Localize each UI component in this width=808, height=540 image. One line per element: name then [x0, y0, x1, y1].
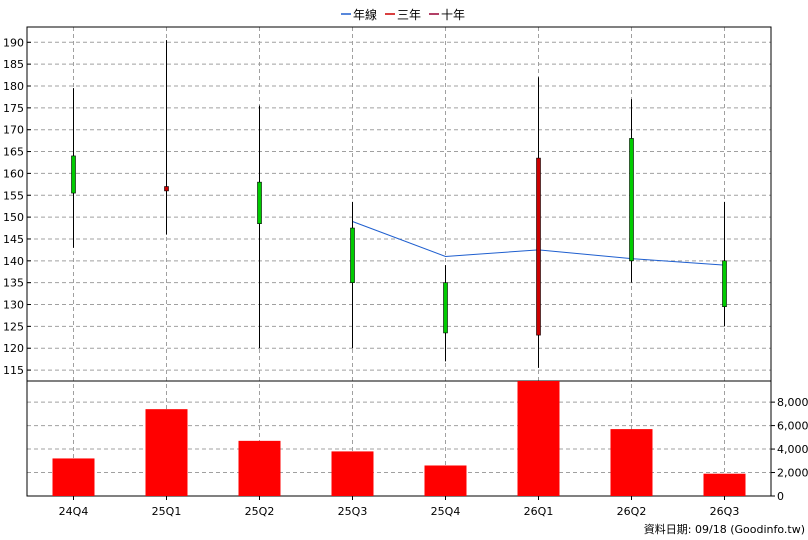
- legend-entry: 三年: [385, 8, 421, 22]
- candle-body: [350, 227, 355, 283]
- x-tick-label: 26Q3: [710, 505, 740, 518]
- candle-body: [257, 181, 262, 224]
- legend-label: 年線: [353, 7, 377, 22]
- legend: 年線 三年 十年: [341, 7, 465, 22]
- candle: [71, 88, 76, 248]
- candle-body: [71, 155, 76, 194]
- volume-tick-label: 2,000: [777, 467, 808, 480]
- grid-lines: [27, 27, 771, 496]
- x-axis: 24Q4 25Q1 25Q2 25Q3 25Q4 26Q1 26Q2 26Q3: [59, 496, 740, 518]
- candlestick-series: [71, 40, 727, 368]
- legend-entry: 十年: [429, 8, 465, 22]
- x-tick-label: 25Q3: [338, 505, 368, 518]
- volume-tick-label: 6,000: [777, 420, 808, 433]
- legend-label: 十年: [441, 8, 465, 22]
- volume-bar: [610, 429, 653, 496]
- volume-bar: [331, 451, 374, 496]
- price-tick-label: 115: [3, 364, 24, 377]
- volume-bar: [52, 458, 95, 496]
- volume-tick-label: 0: [777, 490, 784, 503]
- price-tick-label: 175: [3, 102, 24, 115]
- x-tick-label: 26Q1: [524, 505, 554, 518]
- candle: [350, 201, 355, 349]
- volume-tick-label: 8,000: [777, 396, 808, 409]
- candle-body: [629, 138, 634, 262]
- price-tick-label: 145: [3, 233, 24, 246]
- price-axis: 115 120 125 130 135 140 145 150 155 160 165 170 175 1…: [3, 36, 31, 377]
- x-tick-label: 24Q4: [59, 505, 89, 518]
- legend-entry: 年線: [341, 7, 377, 22]
- price-tick-label: 125: [3, 320, 24, 333]
- price-tick-label: 180: [3, 80, 24, 93]
- x-tick-label: 25Q4: [431, 505, 461, 518]
- volume-axis: 0 2,000 4,000 6,000 8,000: [771, 396, 808, 503]
- candle: [722, 201, 727, 327]
- price-tick-label: 150: [3, 211, 24, 224]
- price-tick-label: 170: [3, 124, 24, 137]
- price-tick-label: 185: [3, 58, 24, 71]
- candle: [629, 99, 634, 283]
- candle: [164, 40, 169, 235]
- price-tick-label: 165: [3, 146, 24, 159]
- volume-bar: [424, 465, 467, 496]
- price-tick-label: 155: [3, 189, 24, 202]
- price-tick-label: 160: [3, 167, 24, 180]
- legend-label: 三年: [397, 8, 421, 22]
- footer-data-date: 資料日期: 09/18 (Goodinfo.tw): [644, 522, 805, 536]
- candle-body: [443, 282, 448, 334]
- volume-bar: [517, 381, 560, 496]
- plot-border: [26, 26, 772, 497]
- price-tick-label: 190: [3, 36, 24, 49]
- candle: [536, 77, 541, 368]
- price-tick-label: 120: [3, 342, 24, 355]
- candle: [443, 265, 448, 362]
- volume-series: [52, 381, 746, 496]
- volume-bar: [703, 473, 746, 496]
- x-tick-label: 25Q2: [245, 505, 275, 518]
- price-tick-label: 140: [3, 255, 24, 268]
- price-tick-label: 130: [3, 299, 24, 312]
- volume-bar: [145, 409, 188, 496]
- plot-frame: [26, 26, 772, 497]
- candle: [257, 105, 262, 349]
- candle-body: [164, 186, 169, 192]
- x-tick-label: 25Q1: [152, 505, 182, 518]
- candle-body: [536, 157, 541, 336]
- x-tick-label: 26Q2: [617, 505, 647, 518]
- volume-bar: [238, 440, 281, 496]
- price-tick-label: 135: [3, 277, 24, 290]
- candle-body: [722, 260, 727, 308]
- volume-tick-label: 4,000: [777, 443, 808, 456]
